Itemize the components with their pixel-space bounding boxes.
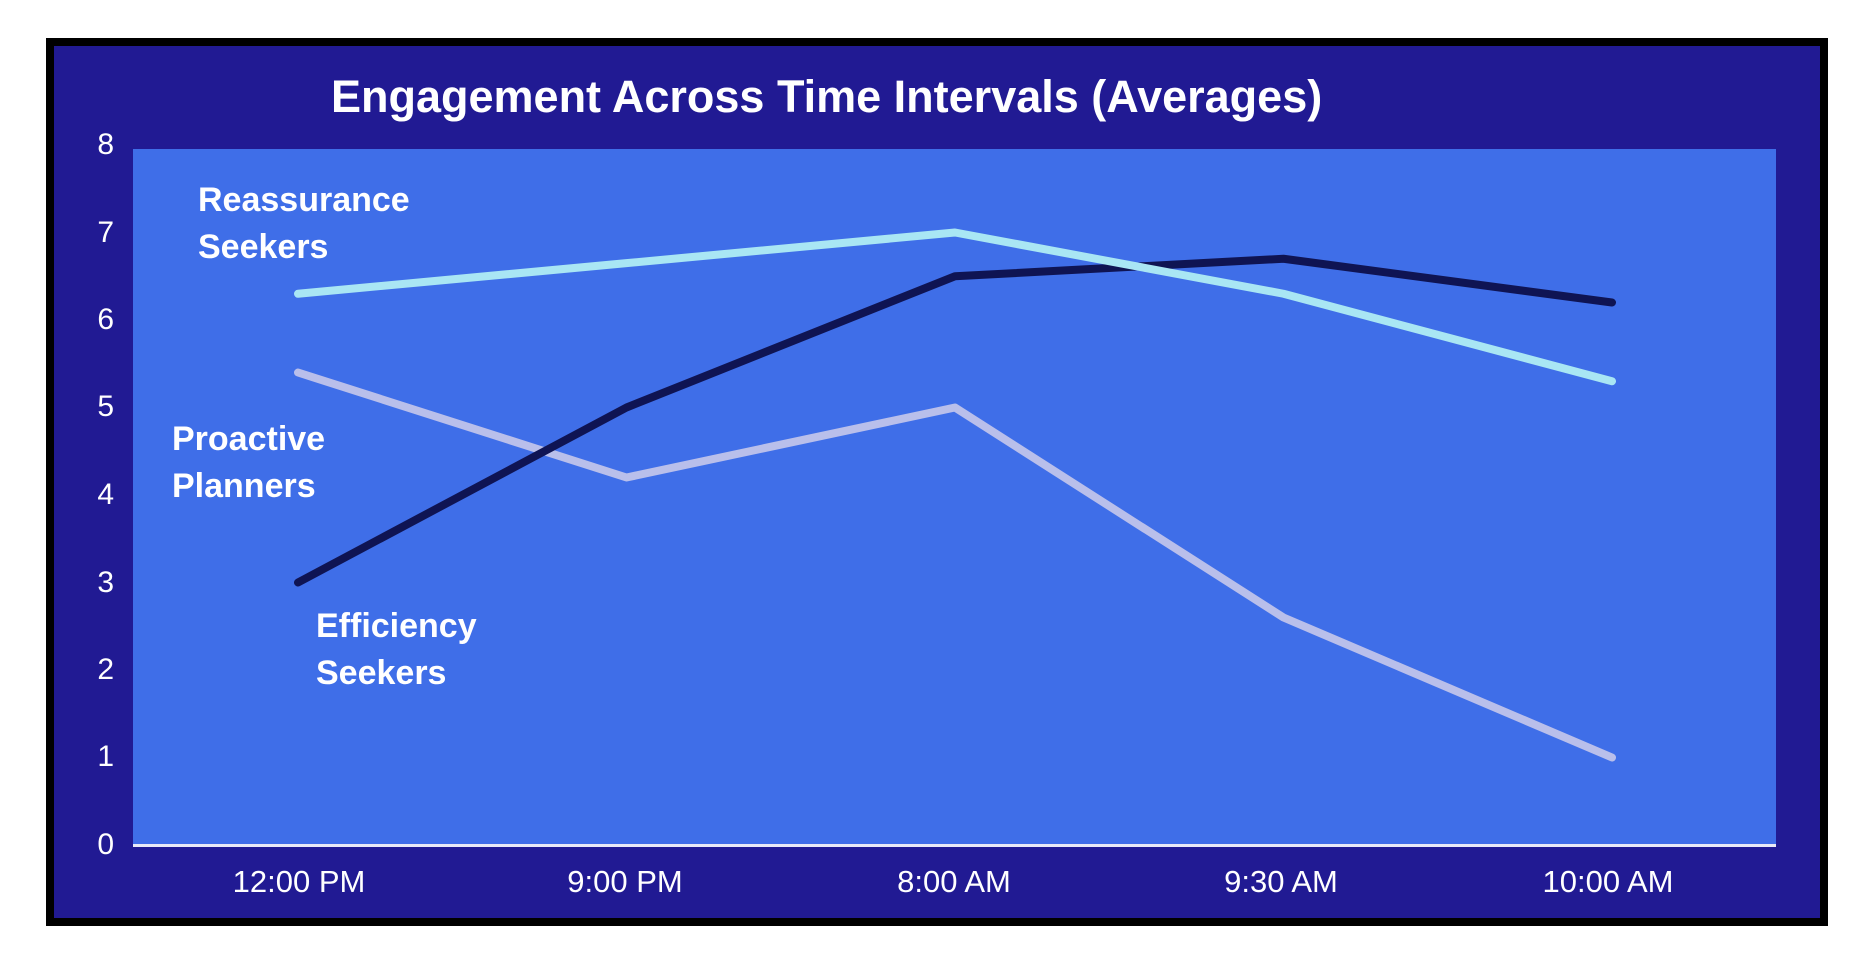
y-tick-label-5: 5 — [97, 390, 114, 423]
x-tick-label-0: 12:00 PM — [232, 864, 366, 899]
chart-title: Engagement Across Time Intervals (Averag… — [331, 71, 1323, 122]
series-label-line: Efficiency — [316, 607, 477, 645]
y-tick-label-7: 7 — [97, 216, 114, 249]
y-tick-label-6: 6 — [97, 303, 114, 336]
y-tick-label-4: 4 — [97, 478, 114, 511]
x-tick-label-3: 9:30 AM — [1224, 864, 1338, 899]
y-tick-label-8: 8 — [97, 128, 114, 161]
series-label-line: Reassurance — [198, 181, 410, 219]
series-label-line: Planners — [172, 467, 316, 505]
series-label-line: Seekers — [198, 228, 329, 266]
y-tick-label-1: 1 — [97, 740, 114, 773]
y-tick-label-0: 0 — [97, 828, 114, 861]
x-tick-label-4: 10:00 AM — [1542, 864, 1674, 899]
y-tick-label-2: 2 — [97, 653, 114, 686]
series-label-efficiency-seekers: Efficiency Seekers — [316, 603, 477, 697]
x-tick-label-1: 9:00 PM — [567, 864, 683, 899]
y-tick-label-3: 3 — [97, 566, 114, 599]
x-tick-label-2: 8:00 AM — [897, 864, 1011, 899]
series-label-line: Seekers — [316, 654, 447, 692]
series-label-proactive-planners: Proactive Planners — [172, 416, 325, 510]
chart-frame: Engagement Across Time Intervals (Averag… — [46, 38, 1828, 926]
series-label-line: Proactive — [172, 420, 326, 458]
series-label-reassurance-seekers: Reassurance Seekers — [198, 177, 410, 271]
